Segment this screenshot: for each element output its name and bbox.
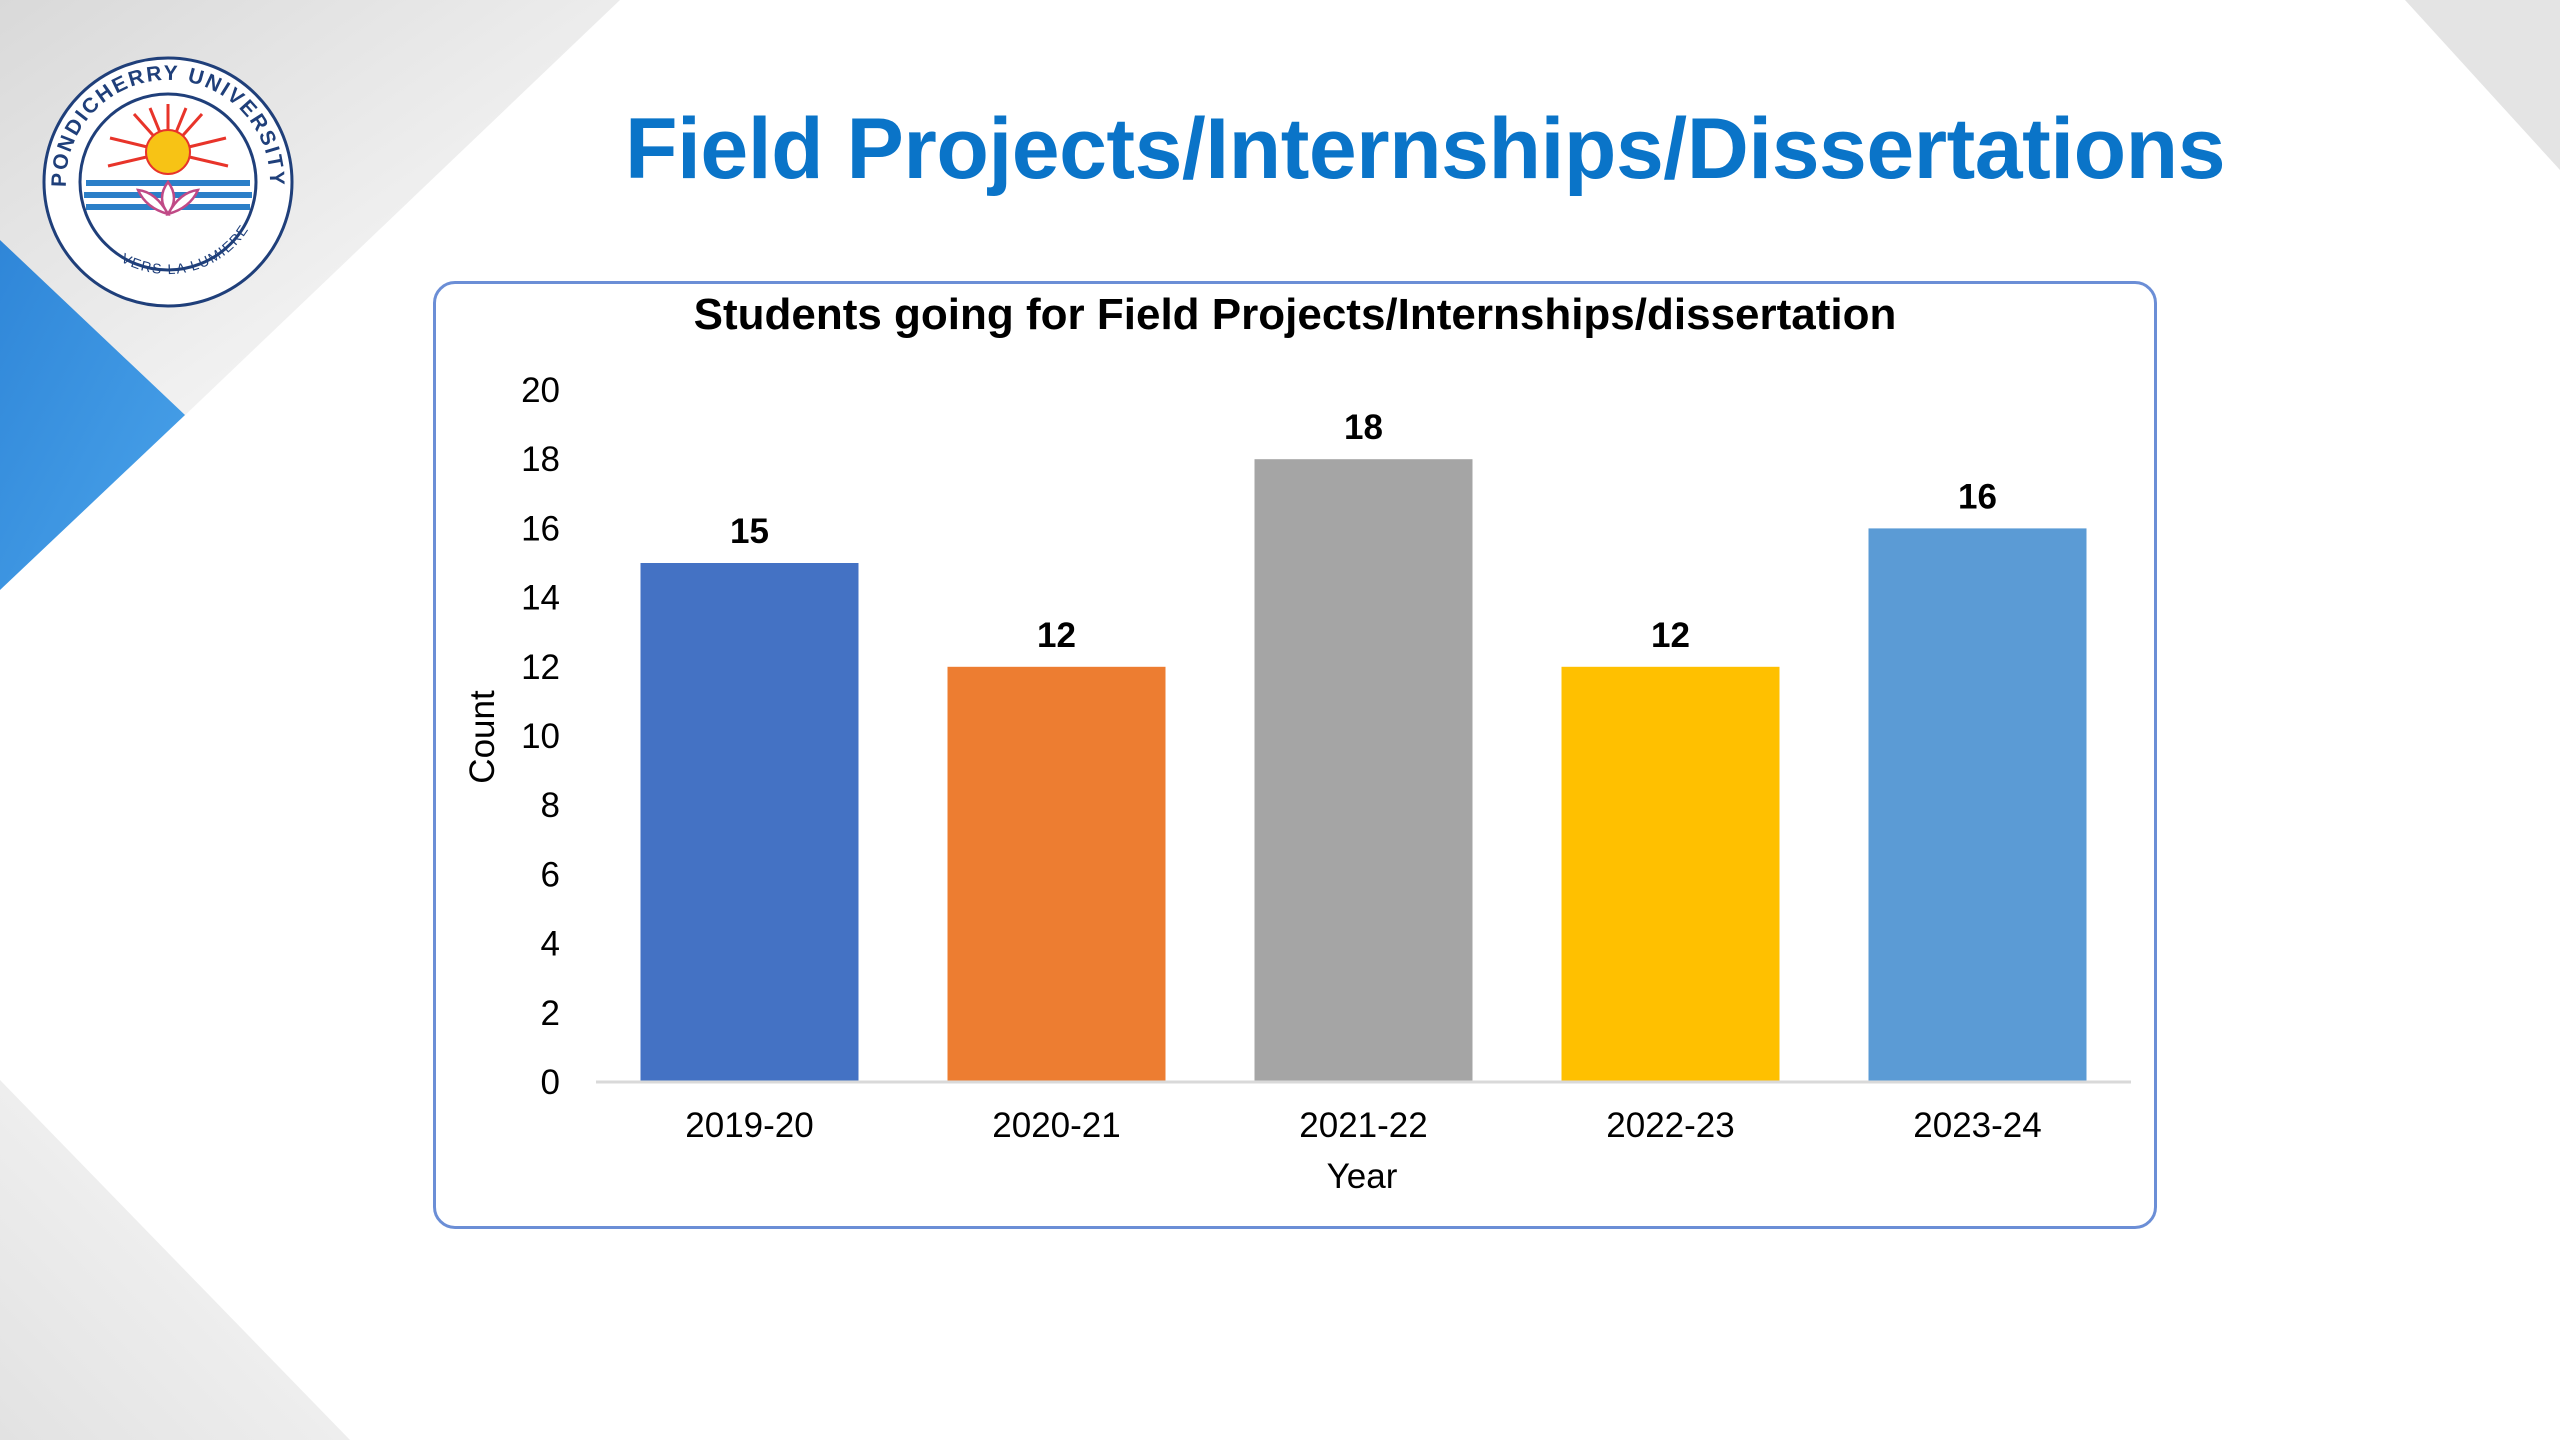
x-axis-ticks: 2019-20 2020-21 2021-22 2022-23 2023-24 [685,1106,2041,1145]
y-tick-label: 10 [521,717,560,756]
x-tick-label: 2022-23 [1606,1106,1734,1145]
y-tick-label: 18 [521,440,560,479]
y-tick-label: 16 [521,509,560,548]
chart-title: Students going for Field Projects/Intern… [694,290,1897,339]
x-axis-title: Year [1327,1157,1398,1196]
x-tick-label: 2020-21 [992,1106,1120,1145]
slide-title: Field Projects/Internships/Dissertations [624,101,2226,197]
x-tick-label: 2021-22 [1299,1106,1427,1145]
y-tick-label: 20 [521,371,560,410]
y-tick-label: 14 [521,579,560,618]
y-tick-label: 2 [541,994,560,1033]
university-seal-logo: PONDICHERRY UNIVERSITY VERS LA LUMIERE [42,56,294,308]
data-label: 16 [1958,477,1997,516]
bar-2022-23 [1561,666,1780,1082]
y-tick-label: 0 [541,1063,560,1102]
bar-2021-22 [1254,459,1473,1082]
grey-band-top-right [2405,0,2560,170]
grey-band-bottom-left [0,1080,350,1440]
bar-2023-24 [1868,528,2087,1082]
y-axis-ticks: 0 2 4 6 8 10 12 14 16 18 20 [521,371,560,1102]
bar-2019-20 [640,563,859,1082]
data-label: 12 [1037,616,1076,655]
y-tick-label: 4 [541,925,560,964]
x-tick-label: 2023-24 [1913,1106,2041,1145]
bar-group: 15 12 18 12 16 [640,408,2087,1082]
chart-frame: Students going for Field Projects/Intern… [433,281,2157,1229]
y-tick-label: 8 [541,786,560,825]
blue-triangle-left [0,240,185,590]
data-label: 18 [1344,408,1383,447]
data-label: 12 [1651,616,1690,655]
lotus-icon [135,179,201,217]
data-label: 15 [730,512,769,551]
bar-2020-21 [947,666,1166,1082]
y-tick-label: 6 [541,855,560,894]
bar-chart: Students going for Field Projects/Intern… [463,290,2131,1196]
y-tick-label: 12 [521,648,560,687]
x-tick-label: 2019-20 [685,1106,813,1145]
sun-icon [107,104,229,175]
y-axis-title: Count [463,690,502,784]
